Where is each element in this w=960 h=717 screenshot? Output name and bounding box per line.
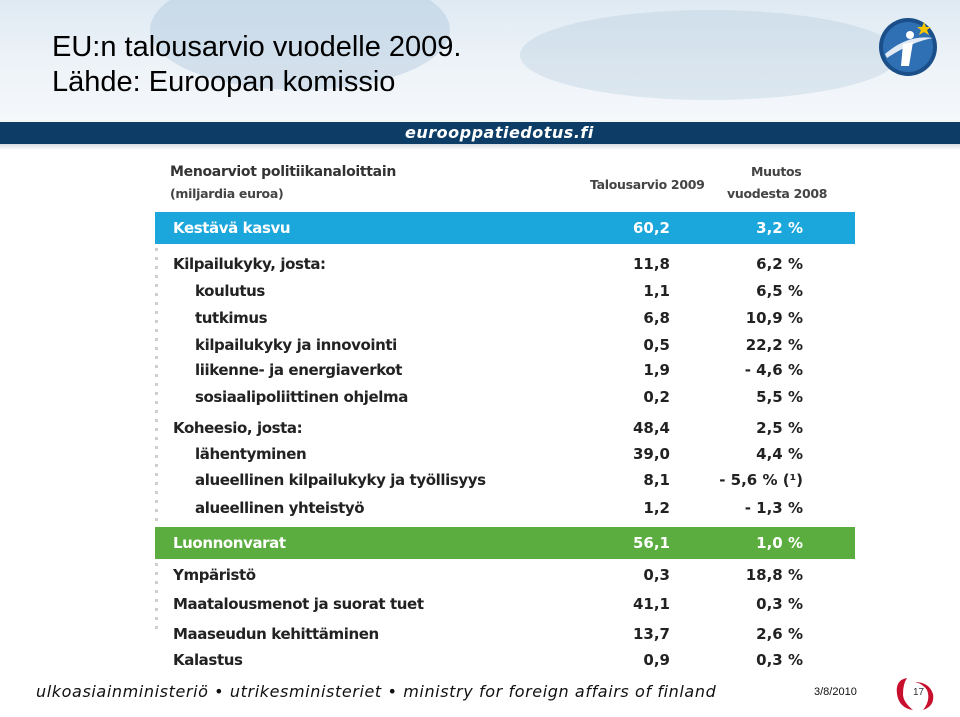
table-row: Kalastus 0,9 0,3 % [155,648,855,674]
row-label: tutkimus [195,309,268,327]
row-budget-value: 0,5 [643,336,670,354]
row-budget-value: 60,2 [632,219,670,237]
row-label: Kestävä kasvu [173,219,291,237]
row-budget-value: 0,9 [643,651,670,669]
title-line-2: Lähde: Euroopan komissio [52,66,396,98]
header-decoration [520,10,900,100]
row-label: kilpailukyky ja innovointi [195,336,397,354]
row-change-value: 10,9 % [745,309,803,327]
info-logo-icon [879,18,937,76]
row-budget-value: 0,2 [643,388,670,406]
header-col-change-2: vuodesta 2008 [727,186,828,201]
row-label: Koheesio, josta: [173,419,303,437]
table-row: tutkimus 6,8 10,9 % [155,306,855,332]
row-label: Kalastus [173,651,243,669]
title-line-1: EU:n talousarvio vuodelle 2009. [52,31,462,63]
row-label: Kilpailukyky, josta: [173,255,326,273]
table-row: alueellinen kilpailukyky ja työllisyys 8,… [155,468,855,494]
header-col-budget: Talousarvio 2009 [590,177,705,192]
row-change-value: 0,3 % [756,595,803,613]
slide-title: EU:n talousarvio vuodelle 2009. Lähde: E… [52,30,461,100]
table-row: kilpailukyky ja innovointi 0,5 22,2 % [155,333,855,359]
table-row: lähentyminen 39,0 4,4 % [155,442,855,468]
row-budget-value: 11,8 [632,255,670,273]
row-label: sosiaalipoliittinen ohjelma [195,388,408,406]
row-change-value: - 5,6 % (¹) [719,471,803,489]
header-col-change-1: Muutos [751,164,802,179]
row-budget-value: 6,8 [643,309,670,327]
row-label: Maaseudun kehittäminen [173,625,379,643]
header-unit: (miljardia euroa) [170,186,284,201]
banner-shadow [0,144,960,150]
table-row: Maaseudun kehittäminen 13,7 2,6 % [155,622,855,648]
row-budget-value: 39,0 [632,445,670,463]
row-change-value: - 4,6 % [744,361,803,379]
row-change-value: 1,0 % [756,534,803,552]
slide-header: EU:n talousarvio vuodelle 2009. Lähde: E… [0,0,960,122]
row-budget-value: 8,1 [643,471,670,489]
table-row: koulutus 1,1 6,5 % [155,279,855,305]
table-row: sosiaalipoliittinen ohjelma 0,2 5,5 % [155,385,855,411]
ministry-logo-icon [896,678,934,710]
budget-table: Menoarviot politiikanaloittain (miljardi… [155,160,855,675]
row-label: alueellinen kilpailukyky ja työllisyys [195,471,486,489]
row-label: koulutus [195,282,265,300]
row-budget-value: 48,4 [632,419,670,437]
row-change-value: 4,4 % [756,445,803,463]
table-row: Ympäristö 0,3 18,8 % [155,563,855,589]
slide-date: 3/8/2010 [814,686,857,698]
row-change-value: 18,8 % [745,566,803,584]
row-label: alueellinen yhteistyö [195,499,365,517]
table-margin-dashes [155,212,158,632]
table-row: alueellinen yhteistyö 1,2 - 1,3 % [155,496,855,522]
table-row: Koheesio, josta: 48,4 2,5 % [155,416,855,442]
row-change-value: 5,5 % [756,388,803,406]
footer-ministry: ulkoasiainministeriö • utrikesministerie… [36,682,717,701]
row-change-value: 2,5 % [756,419,803,437]
banner-text: eurooppatiedotus.fi [405,123,594,142]
row-label: liikenne- ja energiaverkot [195,361,403,379]
row-budget-value: 56,1 [632,534,670,552]
table-row: Maatalousmenot ja suorat tuet 41,1 0,3 % [155,592,855,618]
row-budget-value: 0,3 [643,566,670,584]
row-budget-value: 1,9 [643,361,670,379]
table-header: Menoarviot politiikanaloittain (miljardi… [155,160,855,212]
row-change-value: 3,2 % [756,219,803,237]
table-row: Kilpailukyky, josta: 11,8 6,2 % [155,252,855,278]
row-label: Luonnonvarat [173,534,286,552]
page-number: 17 [913,687,925,698]
row-change-value: 6,5 % [756,282,803,300]
row-change-value: 0,3 % [756,651,803,669]
row-budget-value: 1,2 [643,499,670,517]
header-title: Menoarviot politiikanaloittain [170,164,396,180]
table-row: liikenne- ja energiaverkot 1,9 - 4,6 % [155,358,855,384]
row-change-value: 2,6 % [756,625,803,643]
row-budget-value: 13,7 [632,625,670,643]
row-label: Maatalousmenot ja suorat tuet [173,595,424,613]
site-banner: eurooppatiedotus.fi [0,122,960,144]
row-budget-value: 1,1 [643,282,670,300]
row-label: Ympäristö [173,566,256,584]
table-row: Luonnonvarat 56,1 1,0 % [155,527,855,559]
row-change-value: - 1,3 % [744,499,803,517]
row-budget-value: 41,1 [632,595,670,613]
row-label: lähentyminen [195,445,307,463]
row-change-value: 22,2 % [745,336,803,354]
table-row: Kestävä kasvu 60,2 3,2 % [155,212,855,244]
row-change-value: 6,2 % [756,255,803,273]
